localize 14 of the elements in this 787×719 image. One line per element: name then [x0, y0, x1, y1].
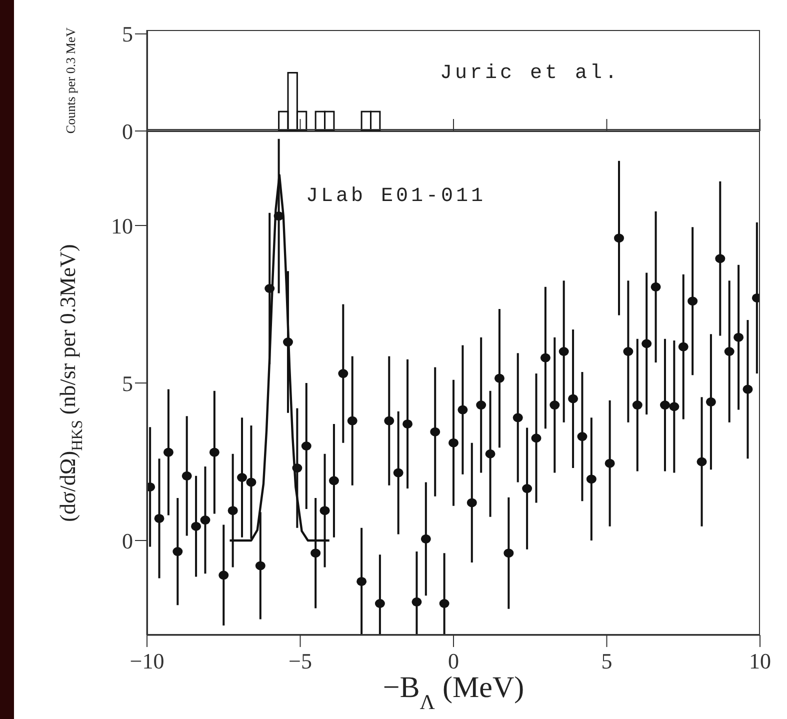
x-tick-label: 10	[749, 648, 771, 674]
y-axis-title: Counts per 0.3 MeV	[62, 26, 78, 134]
y-tick-label: 10	[111, 213, 133, 238]
x-tick-label: 5	[601, 648, 612, 674]
y-tick-label: 0	[122, 118, 133, 144]
x-tick-label: −5	[288, 648, 312, 674]
annotation: JLab E01-011	[306, 185, 486, 208]
y-tick-label: 0	[122, 528, 133, 554]
y-tick-label: 5	[122, 22, 133, 47]
annotation: Juric et al.	[440, 62, 620, 85]
x-tick-label: −10	[130, 648, 164, 674]
x-axis-title: −B$_{Λ}$ (MeV)	[382, 671, 524, 714]
x-tick-label: 0	[448, 648, 459, 674]
y-tick-label: 5	[122, 370, 133, 396]
